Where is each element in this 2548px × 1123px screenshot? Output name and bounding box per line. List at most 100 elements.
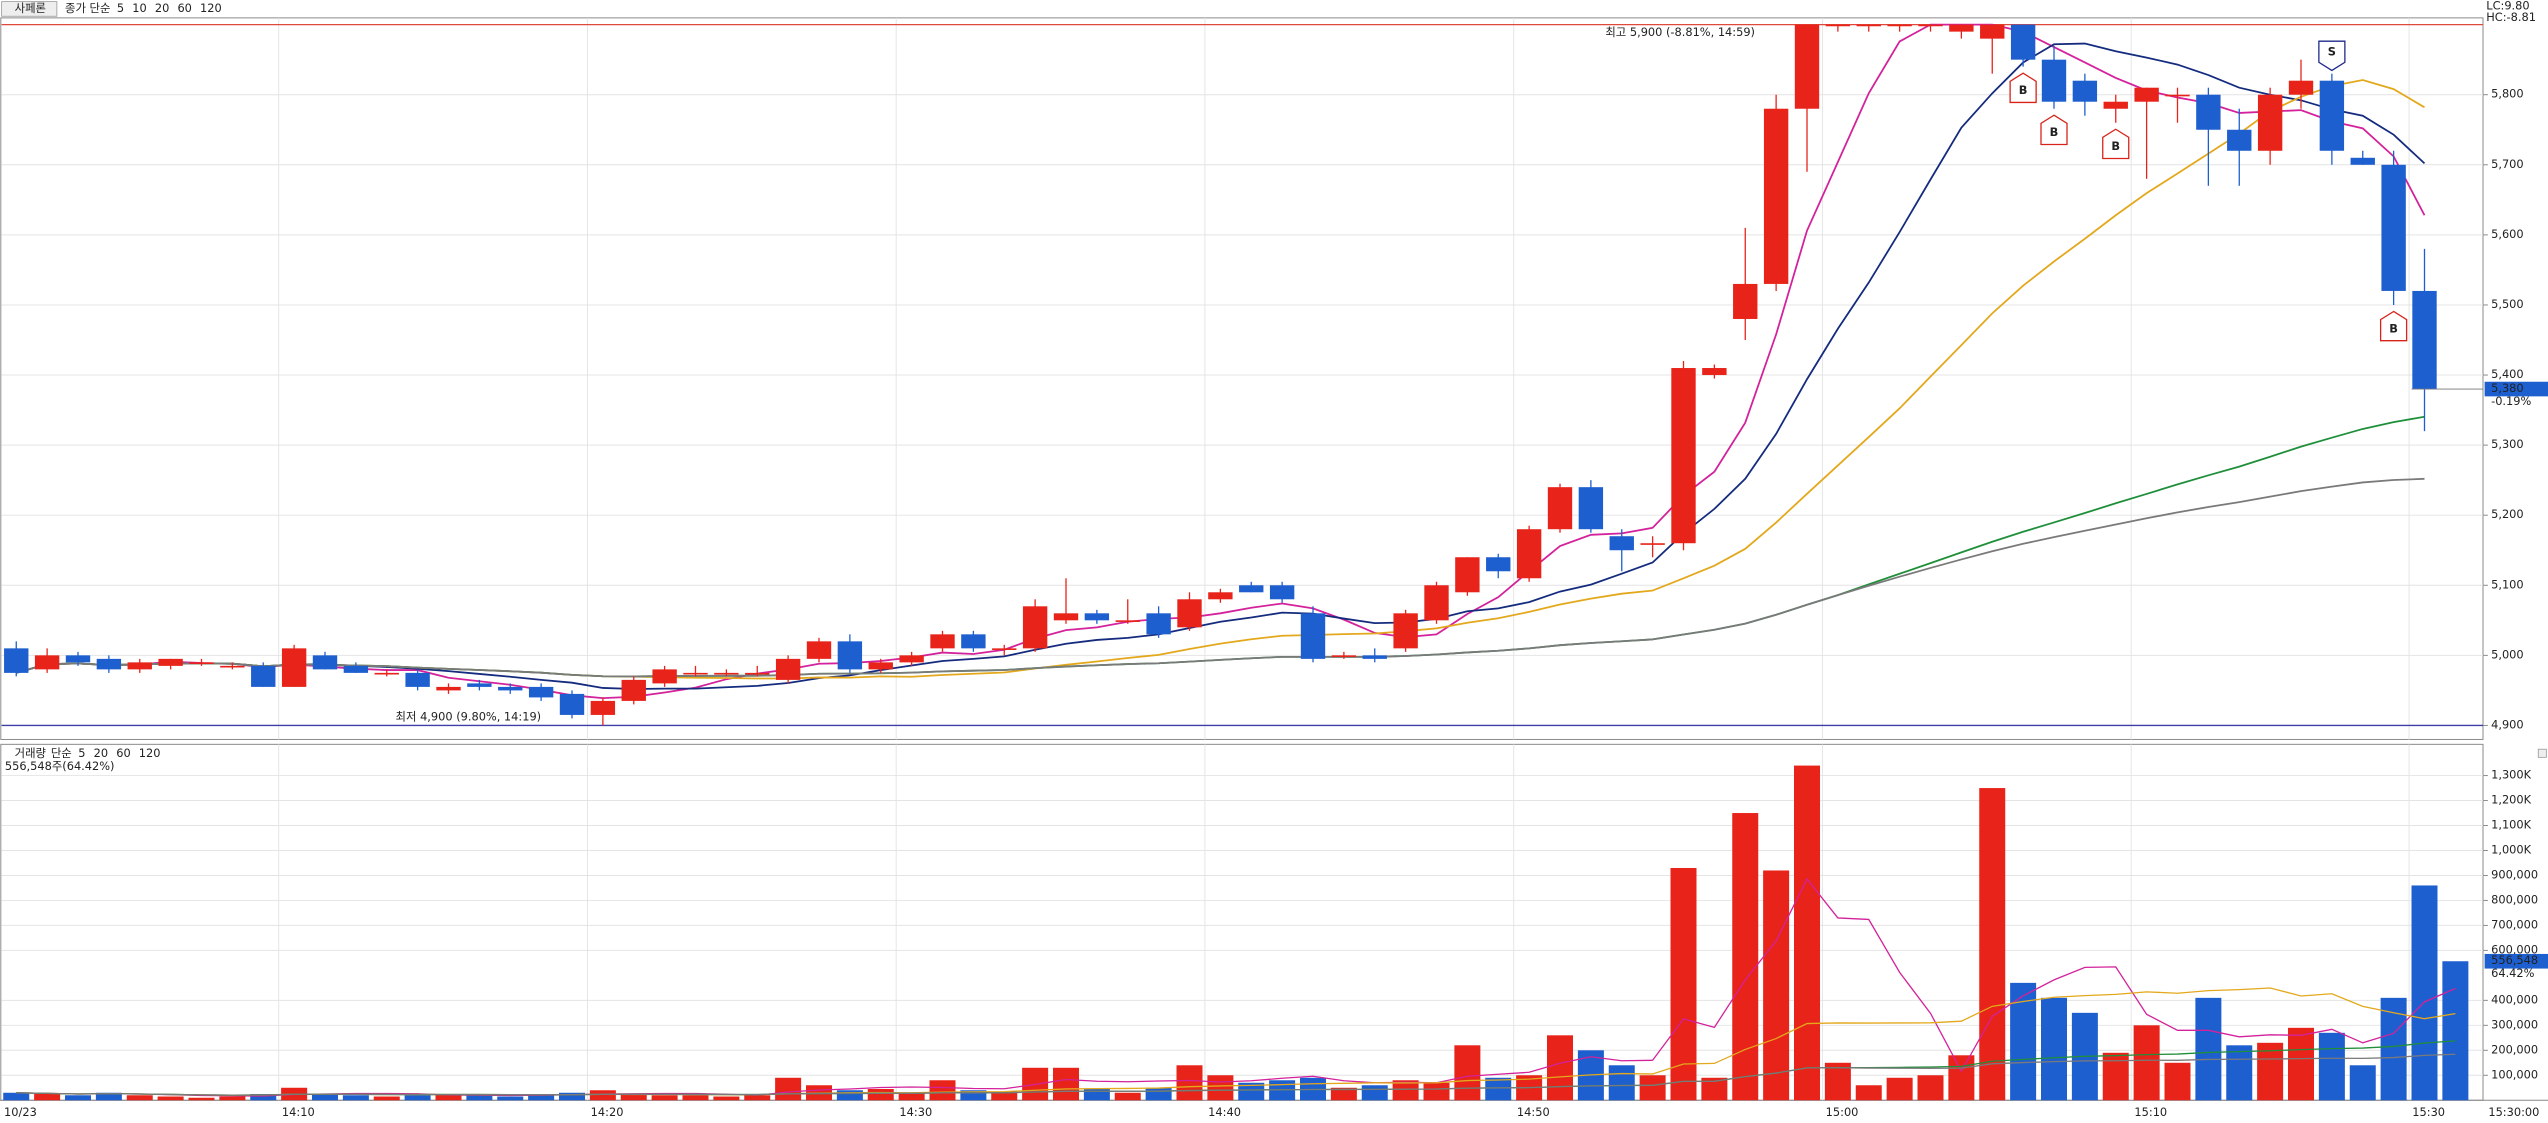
volume-bar [126, 1095, 153, 1101]
volume-bar [1083, 1089, 1110, 1101]
y-tick-label: 5,400 [2491, 367, 2524, 381]
volume-bar [2442, 961, 2469, 1101]
candle-body [1702, 368, 1727, 376]
signal-marker [2009, 72, 2037, 104]
candle-body [34, 655, 60, 670]
volume-bar [2102, 1052, 2129, 1101]
candle-body [2103, 101, 2128, 109]
y-tick-label: 5,000 [2491, 647, 2524, 661]
high-annotation: 최고 5,900 (-8.81%, 14:59) [1605, 25, 1755, 39]
last-price-label: 5,380 [2491, 381, 2524, 395]
symbol-box[interactable] [1, 1, 58, 17]
volume-bar [1207, 1075, 1234, 1101]
volume-bar [1423, 1082, 1450, 1101]
legend-period: 120 [200, 1, 222, 15]
candle-body [1239, 585, 1264, 593]
candle-body [2072, 80, 2098, 102]
candle-body [374, 672, 399, 675]
candle-body [1455, 557, 1480, 593]
volume-bar [157, 1096, 184, 1101]
candle-body [775, 658, 801, 680]
volume-bar [404, 1095, 431, 1101]
volume-bar [373, 1096, 400, 1101]
candle-body [1887, 24, 1912, 27]
last-volume-box [2484, 953, 2548, 969]
candle-body [312, 655, 338, 670]
volume-bar [1145, 1087, 1172, 1101]
candle-body [930, 634, 955, 649]
volume-bar [2133, 1025, 2160, 1101]
x-tick-label: 14:10 [282, 1105, 315, 1119]
legend-period: 20 [155, 1, 169, 15]
candle-body [2381, 164, 2406, 291]
candle-body [2196, 94, 2221, 130]
candle-body [683, 672, 708, 675]
candle-body [2041, 59, 2067, 102]
candle-body [2165, 94, 2190, 97]
volume-bar [713, 1096, 740, 1101]
candle-body [1084, 613, 1110, 621]
candle-body [405, 672, 430, 687]
y-tick-label: 5,800 [2491, 87, 2524, 101]
signal-marker [2102, 128, 2130, 160]
volume-bar [1763, 870, 1790, 1101]
candle-body [1733, 283, 1758, 319]
last-change: -0.19% [2491, 394, 2531, 408]
x-tick-label: 15:10 [2134, 1105, 2167, 1119]
volume-bar [1948, 1055, 1975, 1101]
last-volume-label: 556,548 [2491, 953, 2538, 967]
volume-bar [559, 1092, 585, 1101]
candle-body [4, 648, 29, 673]
volume-bar [1330, 1087, 1357, 1101]
x-tick-label: 15:30 [2412, 1105, 2445, 1119]
y-tick-label: 1,000K [2491, 842, 2532, 856]
volume-bar [2411, 885, 2438, 1101]
volume-bar [1979, 788, 2006, 1101]
legend-period: 5 [117, 1, 124, 15]
volume-bar [1639, 1075, 1666, 1101]
candle-body [1393, 613, 1418, 649]
volume-bar [1114, 1092, 1141, 1101]
candle-body [2319, 80, 2345, 151]
volume-bar [960, 1090, 987, 1101]
candle-body [1269, 585, 1295, 600]
volume-bar [95, 1092, 122, 1101]
y-tick-label: 4,900 [2491, 717, 2524, 731]
y-tick-label: 200,000 [2491, 1042, 2538, 1056]
volume-bar [1485, 1077, 1512, 1101]
candle-body [96, 658, 122, 670]
volume-bar [2288, 1027, 2314, 1101]
y-tick-label: 5,700 [2491, 157, 2524, 171]
volume-bar [65, 1095, 91, 1101]
candle-body [1053, 613, 1079, 621]
volume-bar [929, 1080, 956, 1101]
volume-bar [312, 1094, 338, 1101]
volume-bar [2195, 997, 2222, 1101]
signal-label: B [2019, 83, 2028, 97]
y-tick-label: 5,200 [2491, 507, 2524, 521]
volume-bar [1176, 1065, 1203, 1101]
candle-body [590, 700, 616, 715]
candle-body [2350, 157, 2375, 165]
legend-period: 20 [94, 746, 108, 760]
candle-body [1856, 24, 1881, 27]
volume-bar [188, 1097, 215, 1101]
limit-label: HC:-8.81 [2486, 10, 2536, 24]
x-tick-label: 14:40 [1208, 1105, 1241, 1119]
panel-button[interactable] [2537, 748, 2547, 758]
candle-body [1177, 599, 1202, 628]
candle-body [1918, 24, 1943, 27]
volume-bar [1392, 1080, 1419, 1101]
candle-body [2010, 24, 2036, 60]
candle-body [127, 662, 152, 670]
volume-bar [2318, 1032, 2345, 1101]
candle-body [1516, 529, 1542, 579]
candle-body [528, 686, 554, 698]
candle-body [1547, 487, 1573, 530]
candle-body [899, 655, 924, 663]
symbol: 사페론 [15, 1, 46, 15]
candle-body [65, 655, 91, 663]
candle-body [806, 641, 832, 659]
